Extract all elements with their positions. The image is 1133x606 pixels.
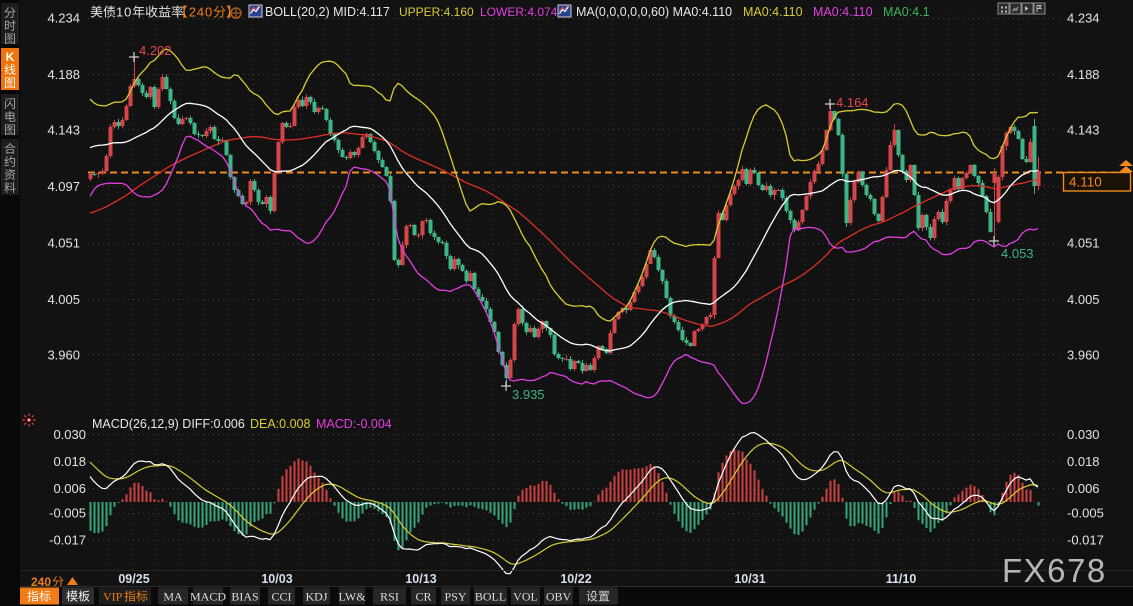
svg-text:4.051: 4.051 (1067, 236, 1100, 251)
svg-text:LW&: LW& (338, 590, 366, 604)
svg-text:4: 4 (197, 5, 204, 20)
svg-text:-0.005: -0.005 (49, 506, 86, 521)
svg-text:0.006: 0.006 (1067, 481, 1100, 496)
svg-text:4.234: 4.234 (47, 11, 80, 26)
svg-text:BOLL: BOLL (475, 590, 506, 604)
svg-text:4.234: 4.234 (1067, 11, 1100, 26)
svg-text:K: K (6, 50, 15, 64)
svg-text:3.960: 3.960 (47, 348, 80, 363)
svg-text:DEA:0.008: DEA:0.008 (250, 417, 311, 431)
svg-text:BIAS: BIAS (231, 590, 258, 604)
svg-text:0: 0 (124, 5, 131, 20)
svg-text:MA: MA (163, 590, 183, 604)
svg-text:UPPER:4.160: UPPER:4.160 (399, 5, 474, 19)
svg-text:09/25: 09/25 (118, 572, 149, 586)
svg-text:MA0:4.110: MA0:4.110 (743, 5, 803, 19)
svg-text:4.202: 4.202 (139, 43, 172, 58)
svg-text:LOWER:4.074: LOWER:4.074 (480, 5, 558, 19)
svg-text:0.006: 0.006 (53, 481, 86, 496)
svg-text:MACD:-0.004: MACD:-0.004 (316, 417, 392, 431)
svg-text:0: 0 (205, 5, 212, 20)
svg-text:RSI: RSI (380, 590, 399, 604)
svg-text:4.188: 4.188 (1067, 67, 1100, 82)
svg-text:CR: CR (415, 590, 431, 604)
svg-text:10/31: 10/31 (734, 572, 765, 586)
svg-text:3.935: 3.935 (512, 387, 545, 402)
svg-text:MACD(26,12,9) DIFF:0.006: MACD(26,12,9) DIFF:0.006 (92, 417, 245, 431)
svg-text:4.005: 4.005 (1067, 292, 1100, 307)
svg-text:1: 1 (116, 5, 123, 20)
svg-text:MACD: MACD (190, 590, 226, 604)
svg-text:4.188: 4.188 (47, 67, 80, 82)
svg-text:2: 2 (189, 5, 196, 20)
svg-text:CCI: CCI (271, 590, 291, 604)
svg-text:11/10: 11/10 (886, 572, 917, 586)
svg-text:10/13: 10/13 (405, 572, 436, 586)
svg-text:240: 240 (31, 575, 51, 589)
svg-text:MA0:4.110: MA0:4.110 (813, 5, 873, 19)
svg-text:4.143: 4.143 (47, 122, 80, 137)
svg-text:FX678: FX678 (1002, 552, 1107, 589)
svg-text:3.960: 3.960 (1067, 348, 1100, 363)
svg-text:4.051: 4.051 (47, 236, 80, 251)
svg-text:MA0:4.1: MA0:4.1 (883, 5, 930, 19)
svg-text:4.005: 4.005 (47, 292, 80, 307)
svg-text:4.097: 4.097 (47, 179, 80, 194)
svg-text:OBV: OBV (546, 590, 572, 604)
svg-text:MA(0,0,0,0,0,60) MA0:4.110: MA(0,0,0,0,0,60) MA0:4.110 (576, 5, 732, 19)
svg-text:4.110: 4.110 (1069, 175, 1102, 190)
svg-text:0.030: 0.030 (53, 427, 86, 442)
svg-text:VIP: VIP (103, 590, 123, 604)
svg-text:0.030: 0.030 (1067, 427, 1100, 442)
svg-text:10/22: 10/22 (560, 572, 591, 586)
svg-text:-0.017: -0.017 (1067, 533, 1104, 548)
svg-text:KDJ: KDJ (305, 590, 327, 604)
svg-text:0.018: 0.018 (1067, 454, 1100, 469)
svg-text:4.053: 4.053 (1001, 246, 1034, 261)
svg-text:0.018: 0.018 (53, 454, 86, 469)
svg-text:VOL: VOL (513, 590, 538, 604)
svg-text:BOLL(20,2) MID:4.117: BOLL(20,2) MID:4.117 (265, 5, 390, 19)
svg-text:4.164: 4.164 (836, 95, 869, 110)
svg-text:PSY: PSY (444, 590, 466, 604)
svg-text:-0.005: -0.005 (1067, 506, 1104, 521)
svg-text:-0.017: -0.017 (49, 533, 86, 548)
svg-text:10/03: 10/03 (261, 572, 292, 586)
svg-text:4.143: 4.143 (1067, 122, 1100, 137)
